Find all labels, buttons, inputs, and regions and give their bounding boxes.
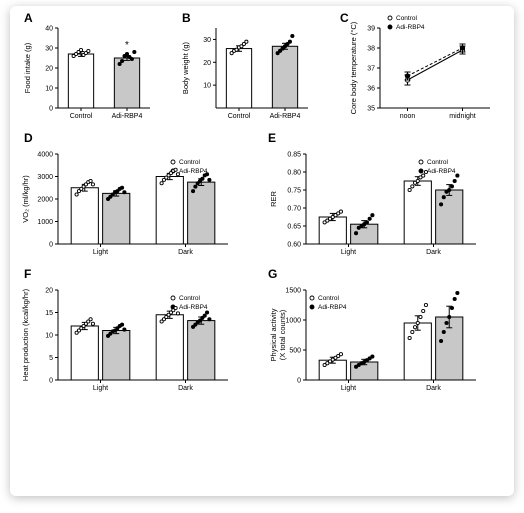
- svg-text:39: 39: [367, 26, 375, 33]
- svg-text:1000: 1000: [37, 219, 53, 226]
- svg-text:noon: noon: [400, 113, 416, 120]
- svg-text:VO₂ (ml/kg/hr): VO₂ (ml/kg/hr): [21, 175, 30, 223]
- svg-text:Food intake (g): Food intake (g): [23, 42, 32, 93]
- svg-text:*: *: [125, 40, 129, 51]
- svg-text:Adi-RBP4: Adi-RBP4: [427, 168, 456, 175]
- svg-text:Adi-RBP4: Adi-RBP4: [318, 304, 347, 311]
- svg-text:1500: 1500: [285, 288, 301, 295]
- svg-text:Adi-RBP4: Adi-RBP4: [396, 24, 425, 31]
- svg-text:Dark: Dark: [426, 249, 441, 256]
- svg-text:0.80: 0.80: [287, 170, 301, 177]
- svg-text:Control: Control: [318, 295, 340, 302]
- svg-text:Control: Control: [179, 295, 201, 302]
- svg-text:0.65: 0.65: [287, 224, 301, 231]
- svg-text:Control: Control: [427, 159, 449, 166]
- svg-text:Adi-RBP4: Adi-RBP4: [112, 113, 143, 120]
- svg-text:Dark: Dark: [426, 385, 441, 392]
- svg-text:Body weight (g): Body weight (g): [181, 41, 190, 94]
- svg-text:0.75: 0.75: [287, 188, 301, 195]
- svg-text:30: 30: [45, 46, 53, 53]
- svg-text:Control: Control: [228, 113, 251, 120]
- svg-text:4000: 4000: [37, 152, 53, 159]
- svg-text:40: 40: [45, 26, 53, 33]
- svg-text:36: 36: [367, 86, 375, 93]
- svg-text:5: 5: [49, 355, 53, 362]
- svg-text:0: 0: [49, 378, 53, 385]
- svg-text:Physical activity: Physical activity: [269, 308, 278, 361]
- svg-text:20: 20: [45, 66, 53, 73]
- svg-text:Dark: Dark: [178, 249, 193, 256]
- svg-text:Light: Light: [341, 385, 356, 392]
- svg-text:Light: Light: [93, 385, 108, 392]
- svg-text:35: 35: [367, 106, 375, 113]
- svg-text:A: A: [24, 11, 33, 25]
- svg-text:Adi-RBP4: Adi-RBP4: [270, 113, 301, 120]
- svg-text:Heat production (kcal/kg/hr): Heat production (kcal/kg/hr): [21, 288, 30, 381]
- svg-text:C: C: [340, 11, 349, 25]
- svg-text:Control: Control: [70, 113, 93, 120]
- svg-text:30: 30: [203, 37, 211, 44]
- svg-text:0: 0: [297, 378, 301, 385]
- svg-text:RER: RER: [269, 191, 278, 207]
- figure-card: A 0 10 20 30 40 Control Adi-RBP4 Food intake (g)…: [10, 6, 514, 496]
- svg-text:20: 20: [203, 60, 211, 67]
- svg-text:0.70: 0.70: [287, 206, 301, 213]
- svg-text:Adi-RBP4: Adi-RBP4: [179, 304, 208, 311]
- svg-text:0.85: 0.85: [287, 152, 301, 159]
- svg-text:Control: Control: [396, 15, 418, 22]
- svg-text:E: E: [268, 131, 276, 145]
- svg-text:0: 0: [49, 242, 53, 249]
- svg-text:10: 10: [45, 86, 53, 93]
- svg-text:0: 0: [49, 106, 53, 113]
- svg-text:500: 500: [289, 348, 301, 355]
- svg-text:20: 20: [45, 288, 53, 295]
- svg-text:G: G: [268, 267, 277, 281]
- figure-svg: A 0 10 20 30 40 Control Adi-RBP4 Food intake (g)…: [10, 6, 514, 496]
- svg-text:Control: Control: [179, 159, 201, 166]
- svg-text:38: 38: [367, 46, 375, 53]
- svg-text:0.60: 0.60: [287, 242, 301, 249]
- svg-text:3000: 3000: [37, 174, 53, 181]
- svg-text:Light: Light: [341, 249, 356, 256]
- svg-text:Light: Light: [93, 249, 108, 256]
- svg-text:Dark: Dark: [178, 385, 193, 392]
- svg-text:(X total counts): (X total counts): [278, 309, 287, 360]
- svg-text:F: F: [24, 267, 31, 281]
- svg-text:15: 15: [45, 310, 53, 317]
- svg-text:midnight: midnight: [449, 113, 476, 120]
- svg-text:D: D: [24, 131, 33, 145]
- svg-text:10: 10: [45, 333, 53, 340]
- svg-text:37: 37: [367, 66, 375, 73]
- svg-text:10: 10: [203, 83, 211, 90]
- svg-text:2000: 2000: [37, 197, 53, 204]
- svg-text:Core body temperature (°C): Core body temperature (°C): [349, 21, 358, 114]
- svg-text:B: B: [182, 11, 191, 25]
- svg-text:1000: 1000: [285, 318, 301, 325]
